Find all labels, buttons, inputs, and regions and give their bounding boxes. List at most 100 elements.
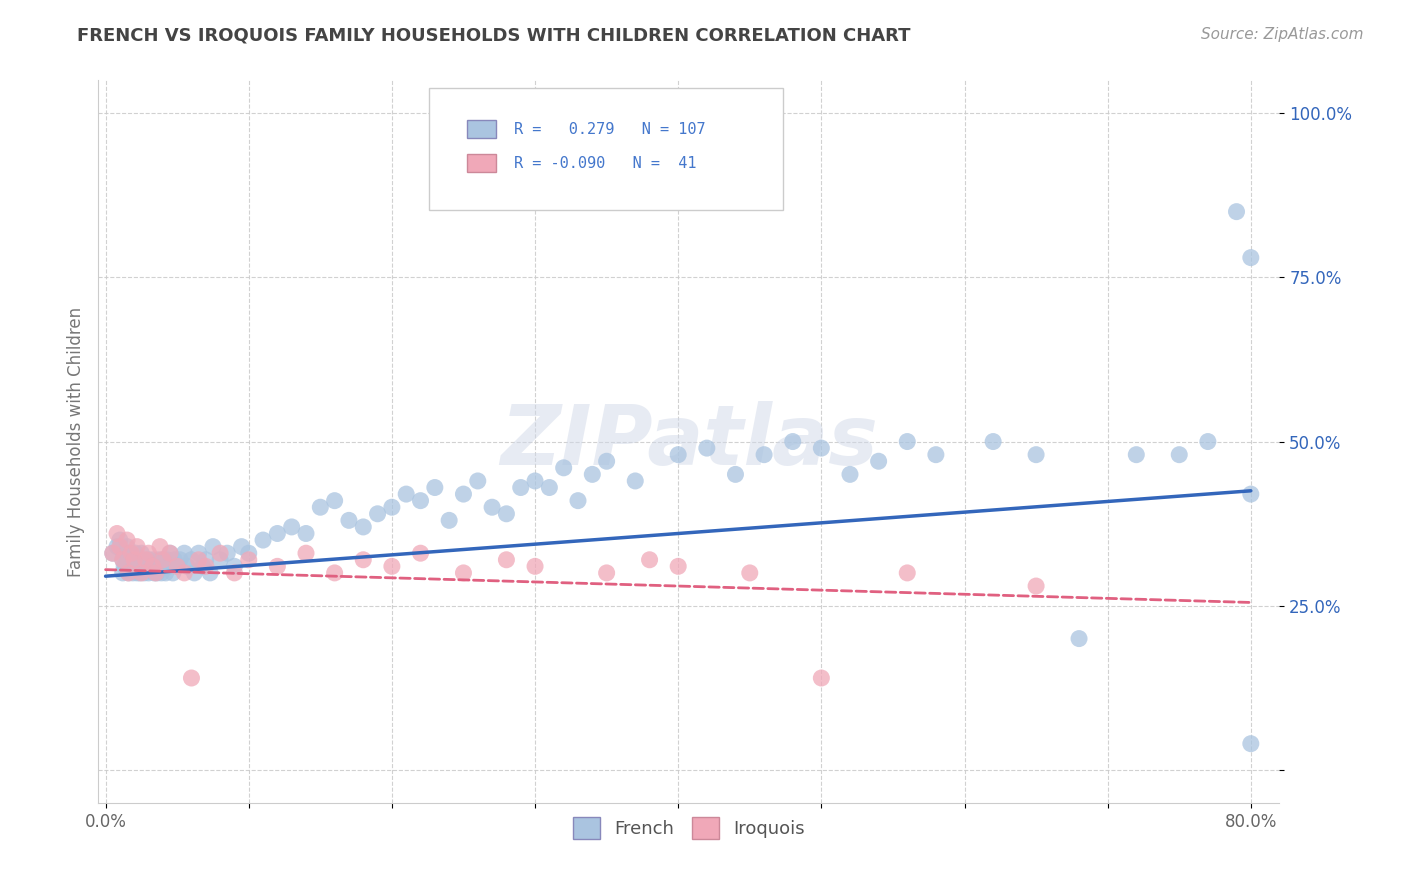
Point	[1067, 632, 1090, 646]
Point	[118, 546, 141, 560]
Point	[153, 559, 176, 574]
Point	[101, 546, 124, 560]
Point	[295, 526, 318, 541]
Point	[395, 487, 418, 501]
Point	[209, 553, 232, 567]
Point	[191, 559, 214, 574]
Point	[1197, 434, 1219, 449]
Point	[145, 566, 167, 580]
Point	[121, 566, 143, 580]
Point	[752, 448, 775, 462]
Point	[437, 513, 460, 527]
Point	[142, 559, 165, 574]
Text: FRENCH VS IROQUOIS FAMILY HOUSEHOLDS WITH CHILDREN CORRELATION CHART: FRENCH VS IROQUOIS FAMILY HOUSEHOLDS WIT…	[77, 27, 911, 45]
Point	[187, 546, 209, 560]
Point	[180, 671, 202, 685]
Point	[201, 540, 224, 554]
Point	[381, 559, 404, 574]
Point	[132, 553, 155, 567]
Point	[352, 520, 374, 534]
Point	[138, 566, 160, 580]
Point	[108, 533, 131, 547]
Text: R = -0.090   N =  41: R = -0.090 N = 41	[515, 156, 696, 171]
Point	[217, 546, 239, 560]
Point	[183, 566, 205, 580]
Point	[150, 566, 173, 580]
Point	[152, 553, 174, 567]
Point	[323, 566, 346, 580]
Point	[125, 540, 148, 554]
Point	[738, 566, 761, 580]
Point	[173, 566, 195, 580]
FancyBboxPatch shape	[467, 120, 496, 138]
Point	[139, 559, 162, 574]
Point	[159, 546, 181, 560]
Point	[105, 526, 128, 541]
Point	[155, 566, 177, 580]
Point	[481, 500, 503, 515]
Point	[194, 559, 217, 574]
Point	[810, 441, 832, 455]
Point	[810, 671, 832, 685]
Point	[1240, 737, 1263, 751]
Point	[238, 553, 260, 567]
Point	[152, 553, 174, 567]
Point	[323, 493, 346, 508]
Point	[839, 467, 862, 482]
Point	[117, 566, 139, 580]
Point	[166, 559, 188, 574]
Point	[868, 454, 890, 468]
Point	[638, 553, 661, 567]
Point	[120, 559, 142, 574]
Point	[117, 566, 139, 580]
Point	[180, 553, 202, 567]
Point	[142, 553, 165, 567]
Point	[159, 546, 181, 560]
Point	[163, 553, 186, 567]
Point	[173, 546, 195, 560]
Point	[101, 546, 124, 560]
Text: Source: ZipAtlas.com: Source: ZipAtlas.com	[1201, 27, 1364, 42]
FancyBboxPatch shape	[429, 87, 783, 211]
Point	[149, 540, 172, 554]
Point	[120, 553, 142, 567]
Point	[134, 566, 156, 580]
Point	[409, 546, 432, 560]
Point	[280, 520, 302, 534]
Point	[295, 546, 318, 560]
Point	[120, 546, 142, 560]
Point	[138, 553, 160, 567]
Point	[135, 559, 157, 574]
Point	[1168, 448, 1191, 462]
Point	[1240, 251, 1263, 265]
Point	[453, 566, 475, 580]
Point	[1240, 487, 1263, 501]
Point	[115, 533, 138, 547]
Point	[595, 566, 617, 580]
Point	[231, 540, 253, 554]
Point	[135, 553, 157, 567]
Point	[1025, 579, 1047, 593]
Point	[122, 559, 145, 574]
Point	[453, 487, 475, 501]
Point	[117, 559, 139, 574]
Point	[309, 500, 332, 515]
Point	[595, 454, 617, 468]
Point	[122, 553, 145, 567]
Point	[128, 559, 150, 574]
Point	[156, 553, 179, 567]
Point	[666, 448, 689, 462]
Point	[115, 540, 138, 554]
Point	[1125, 448, 1147, 462]
Point	[266, 526, 288, 541]
Point	[381, 500, 404, 515]
Point	[122, 553, 145, 567]
Point	[149, 559, 172, 574]
Point	[166, 559, 188, 574]
Point	[495, 553, 517, 567]
Point	[266, 559, 288, 574]
Point	[114, 546, 136, 560]
Point	[176, 559, 198, 574]
Legend: French, Iroquois: French, Iroquois	[564, 808, 814, 848]
Point	[224, 566, 246, 580]
